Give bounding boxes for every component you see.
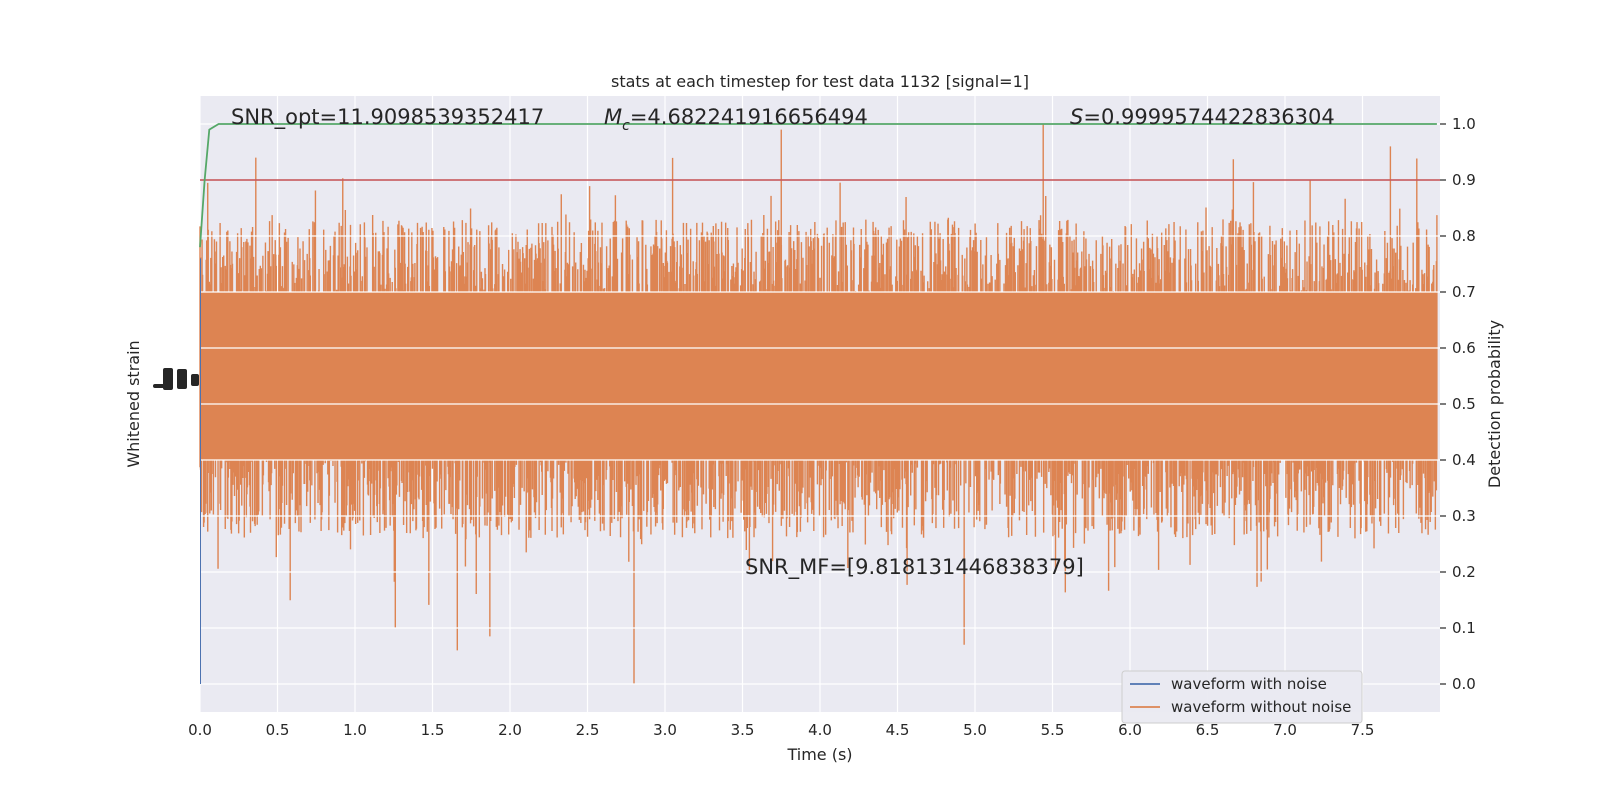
y-right-tick-label: 0.8 <box>1452 227 1476 245</box>
y-right-tick-label: 0.5 <box>1452 395 1476 413</box>
y-right-tick-label: 0.2 <box>1452 563 1476 581</box>
annotation-mc: Mc=4.682241916656494 <box>604 105 868 134</box>
strain-waveform-core <box>200 292 1437 460</box>
detection-probability-line <box>199 123 1437 248</box>
y-right-tick-label: 0.3 <box>1452 507 1476 525</box>
x-tick-label: 3.0 <box>653 721 677 739</box>
legend: waveform with noise waveform without noi… <box>1121 670 1363 724</box>
x-tick-label: 2.0 <box>498 721 522 739</box>
y-right-tick-label: 0.4 <box>1452 451 1476 469</box>
y-right-tick-label: 0.9 <box>1452 171 1476 189</box>
x-axis-label: Time (s) <box>786 745 852 764</box>
x-tick-label: 2.5 <box>576 721 600 739</box>
x-tick-label: 5.5 <box>1041 721 1065 739</box>
legend-label-clean: waveform without noise <box>1171 698 1351 716</box>
y-left-axis-label: Whitened strain <box>124 340 143 467</box>
x-tick-label: 6.5 <box>1196 721 1220 739</box>
chart-title: stats at each timestep for test data 113… <box>611 72 1029 91</box>
x-tick-label: 4.5 <box>886 721 910 739</box>
legend-label-noise: waveform with noise <box>1171 675 1327 693</box>
left-tick-label-overlap <box>191 374 199 386</box>
y-right-tick-label: 1.0 <box>1452 115 1476 133</box>
annotation-s: S=0.9999574422836304 <box>1070 105 1335 129</box>
y-right-tick-label: 0.6 <box>1452 339 1476 357</box>
x-tick-label: 6.0 <box>1118 721 1142 739</box>
annotation-s-symbol: S <box>1070 105 1083 129</box>
annotation-snr-opt: SNR_opt=11.9098539352417 <box>231 105 544 130</box>
x-tick-label: 1.5 <box>421 721 445 739</box>
x-tick-label: 7.5 <box>1351 721 1375 739</box>
y-right-tick-label: 0.0 <box>1452 675 1476 693</box>
plot-content <box>199 123 1440 685</box>
y-right-axis-label: Detection probability <box>1485 320 1504 488</box>
annotation-s-value: =0.9999574422836304 <box>1083 105 1334 129</box>
legend-box <box>1121 670 1363 724</box>
annotation-snr-mf: SNR_MF=[9.818131446838379] <box>745 555 1084 580</box>
y-right-tick-label: 0.7 <box>1452 283 1476 301</box>
x-axis-ticks: 0.0 0.5 1.0 1.5 2.0 2.5 3.0 3.5 4.0 4.5 5.0 5.5 6.0 6… <box>188 721 1374 739</box>
left-tick-label-overlap <box>177 369 187 389</box>
x-tick-label: 3.5 <box>731 721 755 739</box>
x-tick-label: 1.0 <box>343 721 367 739</box>
x-tick-label: 5.0 <box>963 721 987 739</box>
annotation-mc-sub: c <box>622 118 630 134</box>
x-tick-label: 4.0 <box>808 721 832 739</box>
y-right-tick-label: 0.1 <box>1452 619 1476 637</box>
annotation-mc-value: =4.682241916656494 <box>630 105 868 129</box>
x-tick-label: 7.0 <box>1273 721 1297 739</box>
left-tick-label-overlap <box>153 384 165 388</box>
x-tick-label: 0.5 <box>266 721 290 739</box>
left-axis-tick-labels <box>153 368 199 390</box>
y-right-axis-ticks: 0.0 0.1 0.2 0.3 0.4 0.5 0.6 0.7 0.8 0.9 1.0 <box>1440 115 1476 693</box>
x-tick-label: 0.0 <box>188 721 212 739</box>
left-tick-label-overlap <box>163 368 173 390</box>
annotation-mc-symbol: M <box>604 105 622 129</box>
